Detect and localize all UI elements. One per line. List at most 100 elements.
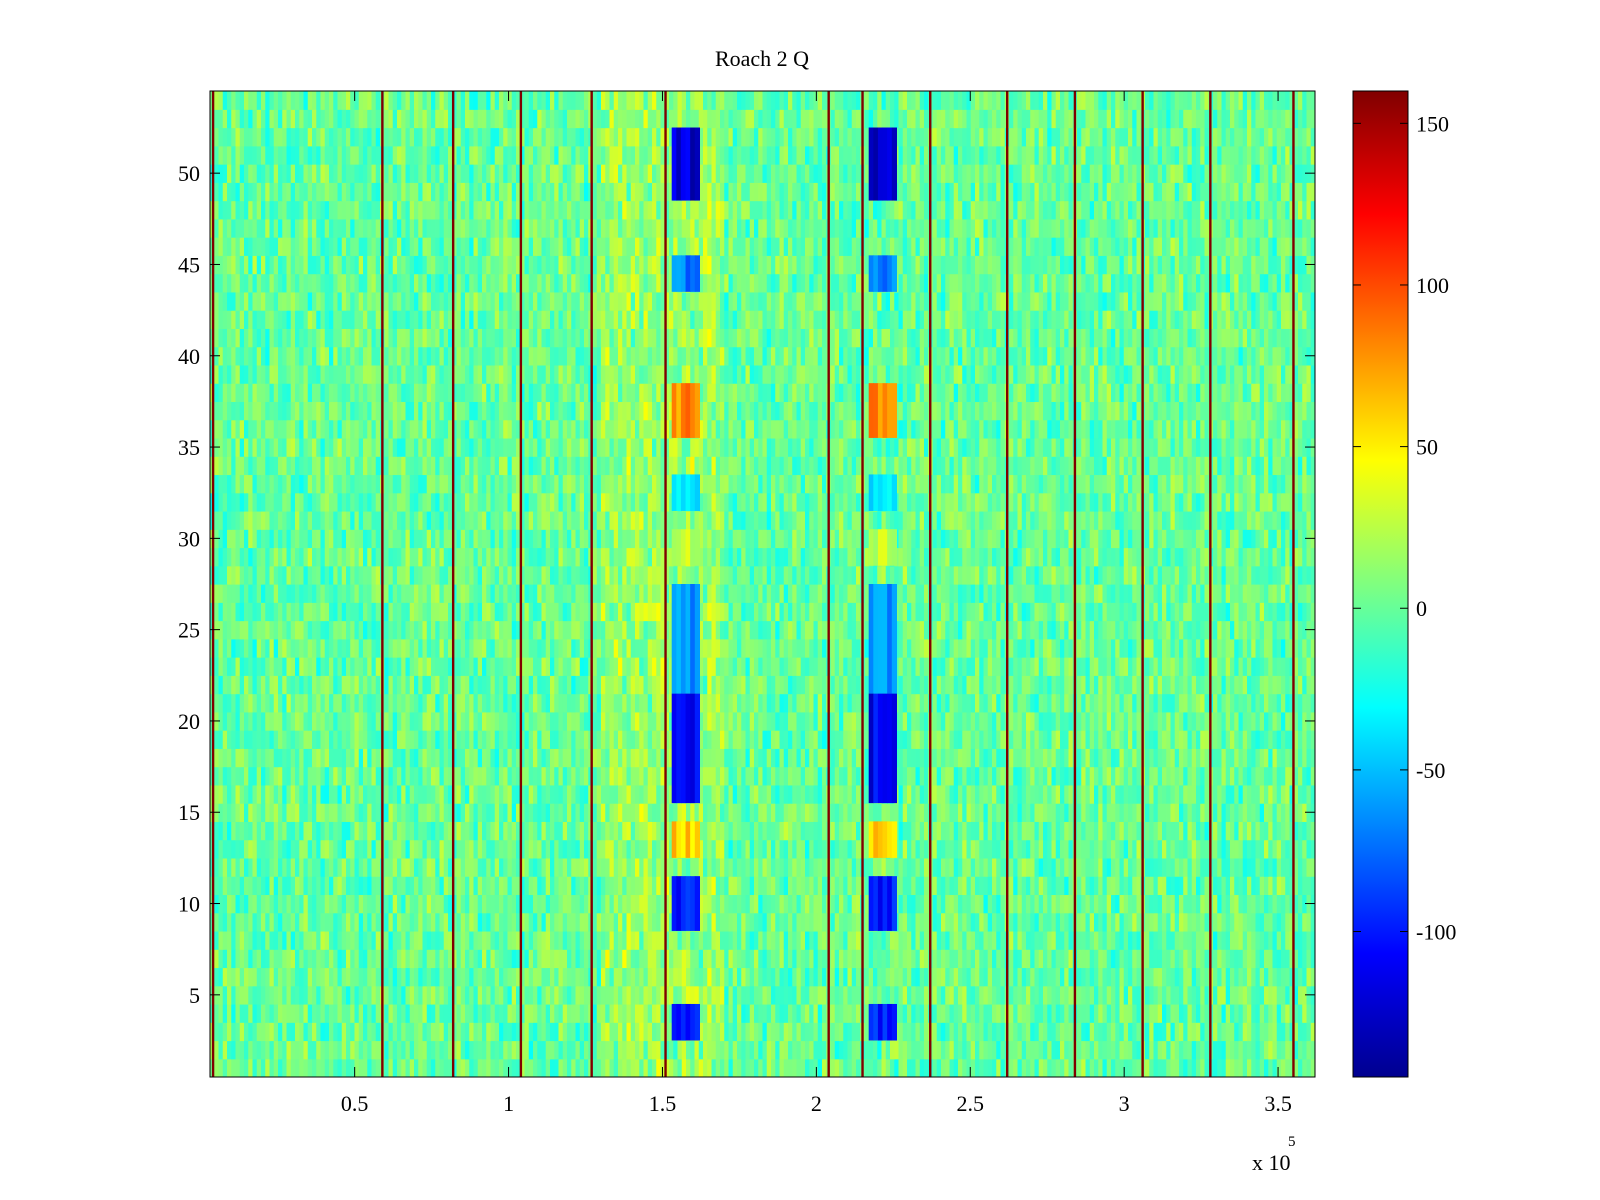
heatmap-cell [987, 766, 993, 786]
heatmap-cell [788, 821, 793, 841]
heatmap-cell [358, 857, 364, 877]
heatmap-cell [711, 766, 717, 786]
heatmap-cell [609, 930, 615, 950]
heatmap-cell [1128, 766, 1133, 786]
heatmap-cell [312, 967, 317, 987]
heatmap-cell [992, 730, 997, 749]
heatmap-cell [1081, 894, 1087, 914]
heatmap-cell [703, 730, 708, 749]
heatmap-cell [1077, 766, 1082, 786]
heatmap-cell [1298, 985, 1303, 1005]
heatmap-cell [660, 766, 666, 786]
heatmap-cell [422, 967, 428, 987]
heatmap-cell [1030, 821, 1036, 841]
heatmap-cell [303, 967, 309, 987]
heatmap-cell [924, 949, 929, 969]
heatmap-cell [392, 784, 398, 804]
heatmap-cell [269, 803, 275, 822]
heatmap-cell [490, 1022, 496, 1042]
heatmap-cell [652, 930, 657, 950]
heatmap-cell [1132, 876, 1138, 896]
heatmap-cell [996, 730, 1002, 749]
heatmap-cell [443, 985, 449, 1005]
heatmap-cell [771, 985, 776, 1005]
heatmap-cell [936, 912, 942, 932]
heatmap-cell [329, 784, 334, 804]
heatmap-cell [473, 985, 479, 1005]
heatmap-cell [528, 766, 534, 786]
heatmap-cell [418, 784, 424, 804]
heatmap-cell [1166, 876, 1172, 896]
heatmap-cell [1213, 766, 1218, 786]
heatmap-cell [864, 967, 870, 987]
heatmap-cell [987, 821, 993, 841]
heatmap-cell [392, 1058, 398, 1077]
heatmap-cell [843, 821, 849, 841]
heatmap-cell [307, 1058, 313, 1077]
heatmap-cell [945, 1022, 951, 1042]
heatmap-cell [856, 1058, 861, 1077]
heatmap-cell [1196, 1022, 1201, 1042]
heatmap-cell [1136, 857, 1142, 877]
heatmap-cell [584, 967, 589, 987]
heatmap-cell [452, 949, 458, 969]
heatmap-cell [1264, 784, 1269, 804]
heatmap-cell [358, 1022, 364, 1042]
heatmap-cell [1255, 985, 1261, 1005]
heatmap-cell [754, 748, 759, 768]
heatmap-cell [737, 803, 742, 822]
heatmap-cell [1289, 930, 1295, 950]
heatmap-cell [766, 748, 772, 768]
heatmap-cell [609, 1022, 615, 1042]
heatmap-cell [1102, 766, 1108, 786]
heatmap-cell [745, 1003, 751, 1023]
heatmap-cell [295, 894, 300, 914]
heatmap-cell [1128, 1058, 1133, 1077]
heatmap-cell [439, 1003, 445, 1023]
heatmap-cell [924, 784, 929, 804]
heatmap-cell [962, 985, 968, 1005]
heatmap-cell [571, 730, 577, 749]
heatmap-cell [779, 784, 785, 804]
heatmap-cell [290, 949, 296, 969]
heatmap-cell [1183, 803, 1189, 822]
heatmap-cell [962, 784, 968, 804]
heatmap-cell [609, 1058, 615, 1077]
heatmap-cell [358, 949, 364, 969]
heatmap-cell [575, 912, 581, 932]
heatmap-cell [715, 1058, 721, 1077]
heatmap-cell [635, 857, 640, 877]
heatmap-cell [346, 949, 351, 969]
heatmap-cell [1225, 1040, 1231, 1060]
heatmap-cell [601, 803, 606, 822]
heatmap-cell [979, 784, 985, 804]
heatmap-cell [601, 748, 606, 768]
heatmap-cell [1157, 803, 1163, 822]
heatmap-cell [448, 949, 453, 969]
heatmap-cell [783, 876, 789, 896]
heatmap-cell [1145, 912, 1150, 932]
heatmap-cell [1115, 784, 1121, 804]
heatmap-cell [618, 912, 623, 932]
heatmap-cell [465, 1022, 470, 1042]
heatmap-cell [1055, 949, 1061, 969]
heatmap-cell [992, 839, 997, 859]
heatmap-cell [239, 748, 245, 768]
heatmap-cell [1191, 876, 1197, 896]
heatmap-cell [1179, 1003, 1184, 1023]
heatmap-cell [507, 730, 513, 749]
heatmap-cell [1136, 985, 1142, 1005]
heatmap-cell [1047, 1058, 1053, 1077]
heatmap-cell [749, 894, 755, 914]
heatmap-cell [579, 949, 585, 969]
heatmap-cell [749, 784, 755, 804]
heatmap-cell [511, 949, 517, 969]
heatmap-cell [299, 730, 305, 749]
heatmap-cell [958, 1058, 963, 1077]
heatmap-cell [817, 1058, 823, 1077]
heatmap-cell [537, 730, 543, 749]
heatmap-cell [779, 748, 785, 768]
heatmap-cell [941, 912, 946, 932]
heatmap-cell [639, 912, 645, 932]
heatmap-cell [477, 821, 483, 841]
